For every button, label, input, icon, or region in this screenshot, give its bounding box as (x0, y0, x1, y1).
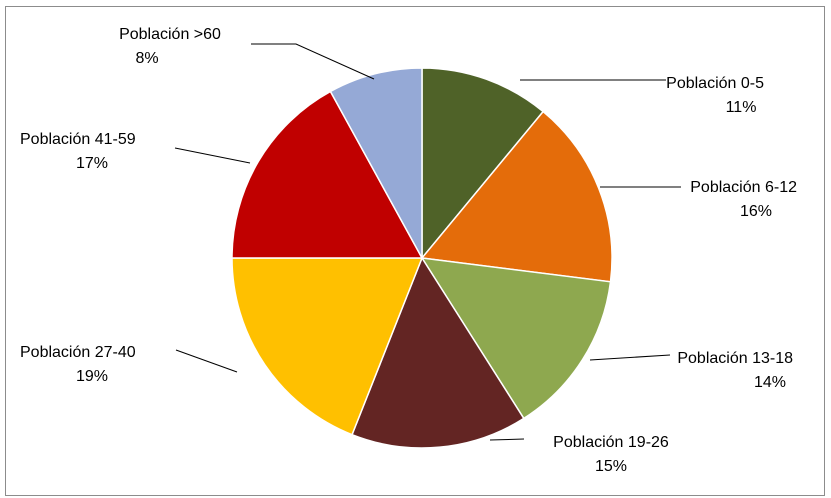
pie-slices (231, 67, 613, 449)
slice-percent-label-3: 15% (595, 458, 627, 475)
leader-lines (174, 43, 681, 441)
pie-slice-2 (420, 257, 612, 420)
leader-line-6 (251, 43, 375, 80)
pie-slice-6 (329, 67, 423, 259)
slice-name-label-3: Población 19-26 (553, 434, 669, 451)
data-labels: Población 0-5 11% Población 6-12 16% Pob… (20, 26, 797, 475)
slice-name-label-6: Población >60 (119, 26, 221, 43)
pie-slice-5 (231, 90, 424, 259)
leader-line-4 (175, 349, 238, 373)
pie-slice-4 (231, 257, 424, 436)
pie-slice-1 (420, 110, 613, 283)
slice-percent-label-5: 17% (76, 155, 108, 172)
leader-line-3 (489, 438, 525, 441)
slice-percent-label-1: 16% (740, 203, 772, 220)
slice-name-label-2: Población 13-18 (677, 350, 793, 367)
leader-line-2 (589, 354, 671, 361)
slice-percent-label-4: 19% (76, 368, 108, 385)
slice-name-label-4: Población 27-40 (20, 344, 136, 361)
slice-name-label-5: Población 41-59 (20, 131, 136, 148)
slice-name-label-1: Población 6-12 (690, 179, 797, 196)
slice-percent-label-0: 11% (726, 99, 757, 116)
pie-slice-0 (421, 67, 545, 261)
slice-percent-label-2: 14% (754, 374, 786, 391)
pie-slice-3 (351, 256, 525, 449)
slice-percent-label-6: 8% (135, 50, 158, 67)
leader-line-5 (174, 147, 251, 164)
slice-name-label-0: Población 0-5 (666, 75, 764, 92)
